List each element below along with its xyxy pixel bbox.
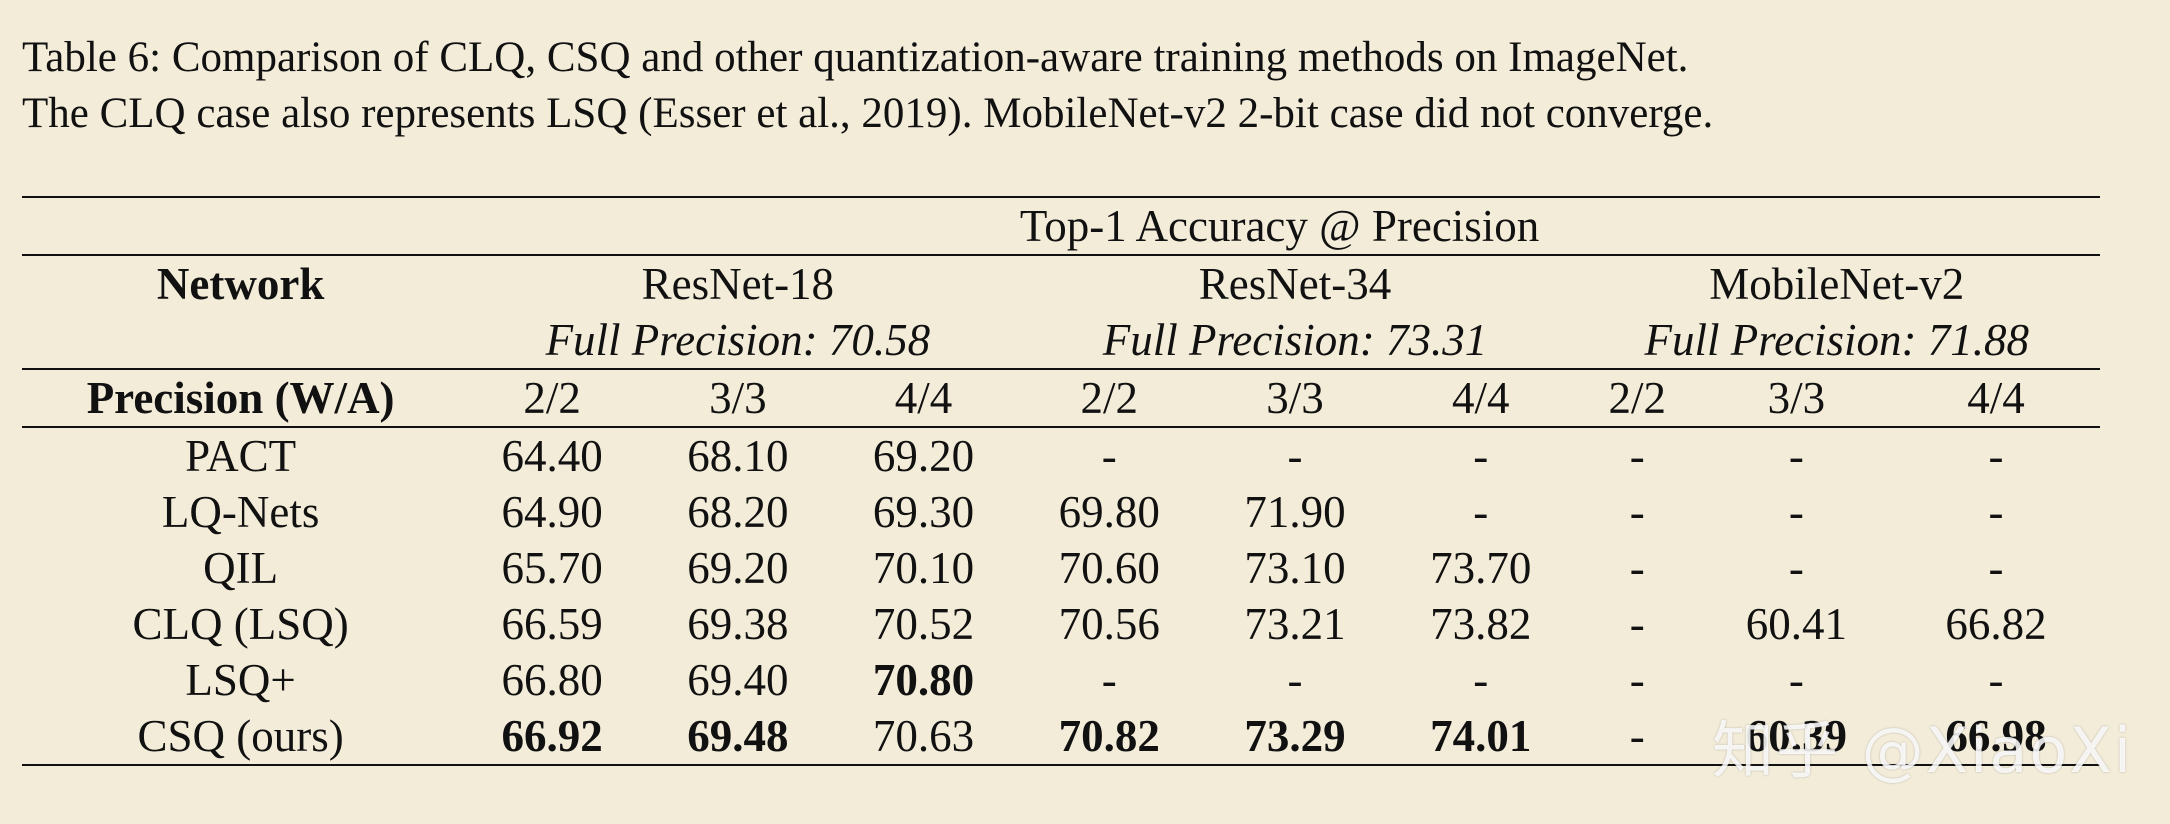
table-cell: 71.90 — [1244, 487, 1346, 537]
table-row: LQ-Nets 64.90 68.20 69.30 69.80 71.90 - - - - — [22, 484, 2100, 540]
table-cell: 69.20 — [687, 543, 789, 593]
table-cell: 66.59 — [501, 599, 603, 649]
table-cell: 73.82 — [1430, 599, 1532, 649]
table-row: CLQ (LSQ) 66.59 69.38 70.52 70.56 73.21 73.82 -… — [22, 596, 2100, 652]
precision-header: 2/2 — [459, 368, 645, 428]
network-name: ResNet-34 — [1016, 254, 1574, 312]
results-table: Top-1 Accuracy @ Precision Network ResNe… — [22, 196, 2100, 766]
table-row: PACT 64.40 68.10 69.20 - - - - - - — [22, 427, 2100, 484]
table-cell: - — [1788, 487, 1804, 537]
table-cell: - — [1629, 487, 1645, 537]
table-cell: 68.10 — [687, 431, 789, 481]
table-cell: 66.82 — [1945, 599, 2047, 649]
full-precision-value: Full Precision: 73.31 — [1102, 315, 1488, 365]
table-cell: 65.70 — [501, 543, 603, 593]
method-name: PACT — [185, 431, 297, 481]
caption-line-1: Table 6: Comparison of CLQ, CSQ and othe… — [22, 34, 1689, 81]
table-cell: - — [1788, 655, 1804, 705]
group-header: Top-1 Accuracy @ Precision — [459, 196, 2100, 255]
table-cell: - — [1629, 599, 1645, 649]
table-cell: - — [1473, 655, 1489, 705]
table-cell: - — [1988, 487, 2004, 537]
method-name: LQ-Nets — [161, 487, 320, 537]
table-cell: - — [1988, 543, 2004, 593]
method-name: QIL — [203, 543, 279, 593]
table-caption: Table 6: Comparison of CLQ, CSQ and othe… — [22, 30, 2122, 142]
network-name: MobileNet-v2 — [1573, 254, 2100, 312]
table-cell: 69.20 — [872, 431, 975, 481]
table-cell: - — [1101, 655, 1117, 705]
table-cell: 70.56 — [1058, 599, 1160, 649]
table-cell: 73.70 — [1430, 543, 1532, 593]
table-cell: 70.82 — [1016, 708, 1203, 766]
table-cell: 66.98 — [1891, 708, 2100, 766]
table-cell: 66.92 — [459, 708, 645, 766]
table-cell: - — [1101, 431, 1117, 481]
method-name: CLQ (LSQ) — [132, 599, 349, 649]
table-cell: 69.30 — [872, 487, 975, 537]
table-cell: 60.39 — [1700, 708, 1892, 766]
precision-header: 2/2 — [1016, 368, 1203, 428]
full-precision-value: Full Precision: 71.88 — [1644, 315, 2030, 365]
table-cell: 73.21 — [1244, 599, 1346, 649]
table-cell: 70.60 — [1058, 543, 1160, 593]
table-row: LSQ+ 66.80 69.40 70.80 - - - - - - — [22, 652, 2100, 708]
table-cell: 64.90 — [501, 487, 603, 537]
precision-header: 4/4 — [830, 368, 1017, 428]
table-cell: - — [1629, 543, 1645, 593]
table-cell: 64.40 — [501, 431, 603, 481]
table-cell: 70.10 — [872, 543, 975, 593]
full-precision-value: Full Precision: 70.58 — [545, 315, 931, 365]
table-cell: 70.52 — [872, 599, 975, 649]
precision-column-label: Precision (W/A) — [22, 368, 460, 428]
table-cell: - — [1788, 543, 1804, 593]
method-name: CSQ (ours) — [22, 708, 460, 766]
table-cell: - — [1629, 655, 1645, 705]
table-cell: - — [1988, 431, 2004, 481]
table-cell: - — [1788, 431, 1804, 481]
table-cell: - — [1629, 431, 1645, 481]
table-row: CSQ (ours) 66.92 69.48 70.63 70.82 73.29 74.01… — [22, 708, 2100, 766]
table-cell: 73.10 — [1244, 543, 1346, 593]
table-cell: - — [1473, 487, 1489, 537]
table-row: QIL 65.70 69.20 70.10 70.60 73.10 73.70 - - - — [22, 540, 2100, 596]
table-cell: - — [1473, 431, 1489, 481]
table-cell: 73.29 — [1202, 708, 1388, 766]
table-cell: 70.80 — [872, 655, 975, 705]
table-cell: 60.41 — [1745, 599, 1848, 649]
table-cell: - — [1287, 431, 1303, 481]
watermark: 知乎 @XiaoXi — [1712, 714, 2134, 787]
precision-header: 4/4 — [1387, 368, 1574, 428]
table-cell: 69.38 — [687, 599, 789, 649]
precision-header: 3/3 — [1202, 368, 1388, 428]
table-cell: - — [1573, 708, 1701, 766]
method-name: LSQ+ — [185, 655, 296, 705]
table-cell: 69.80 — [1058, 487, 1160, 537]
precision-header: 4/4 — [1891, 368, 2100, 428]
precision-header: 2/2 — [1573, 368, 1701, 428]
table-body: PACT 64.40 68.10 69.20- - - - - - LQ-Nets 64.90 68.… — [22, 427, 2100, 766]
table-cell: 70.63 — [830, 708, 1017, 766]
table-cell: 68.20 — [687, 487, 789, 537]
table-cell: - — [1988, 655, 2004, 705]
table-cell: 74.01 — [1387, 708, 1574, 766]
network-column-label: Network — [22, 254, 460, 312]
caption-line-2: The CLQ case also represents LSQ (Esser … — [22, 90, 1714, 137]
group-header-row: Top-1 Accuracy @ Precision — [22, 196, 2100, 255]
precision-header: 3/3 — [644, 368, 831, 428]
table-cell: 66.80 — [501, 655, 603, 705]
network-name: ResNet-18 — [459, 254, 1017, 312]
table-cell: 69.48 — [644, 708, 831, 766]
full-precision-row: Full Precision: 70.58 Full Precision: 73… — [22, 312, 2100, 369]
precision-header-row: Precision (W/A) 2/2 3/3 4/4 2/2 3/3 4/4 … — [22, 368, 2100, 428]
network-name-row: Network ResNet-18 ResNet-34 MobileNet-v2 — [22, 254, 2100, 312]
precision-header: 3/3 — [1700, 368, 1892, 428]
table-cell: 69.40 — [687, 655, 789, 705]
table-cell: - — [1287, 655, 1303, 705]
